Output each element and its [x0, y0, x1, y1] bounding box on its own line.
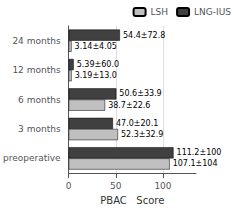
svg-text:111.2±100: 111.2±100: [177, 148, 222, 157]
svg-text:100: 100: [154, 181, 171, 191]
svg-text:47.0±20.1: 47.0±20.1: [116, 119, 158, 128]
svg-text:12 months: 12 months: [12, 65, 61, 75]
svg-text:52.3±32.9: 52.3±32.9: [121, 130, 163, 139]
svg-text:50.6±33.9: 50.6±33.9: [119, 89, 161, 98]
svg-text:3.19±13.0: 3.19±13.0: [75, 71, 117, 80]
svg-text:3.14±4.05: 3.14±4.05: [75, 42, 117, 51]
svg-text:LNG-IUS: LNG-IUS: [194, 7, 231, 17]
svg-text:38.7±22.6: 38.7±22.6: [108, 101, 150, 110]
svg-text:54.4±72.8: 54.4±72.8: [123, 31, 165, 40]
svg-text:3 months: 3 months: [18, 124, 61, 134]
svg-text:24 months: 24 months: [12, 36, 61, 46]
svg-text:5.39±60.0: 5.39±60.0: [77, 60, 119, 69]
svg-text:preoperative: preoperative: [3, 153, 61, 163]
svg-text:50: 50: [110, 181, 122, 191]
svg-text:0: 0: [66, 181, 72, 191]
svg-text:6 months: 6 months: [18, 95, 61, 105]
svg-text:PBAC Score: PBAC Score: [100, 195, 164, 206]
svg-text:LSH: LSH: [151, 7, 169, 17]
svg-text:107.1±104: 107.1±104: [173, 159, 218, 168]
